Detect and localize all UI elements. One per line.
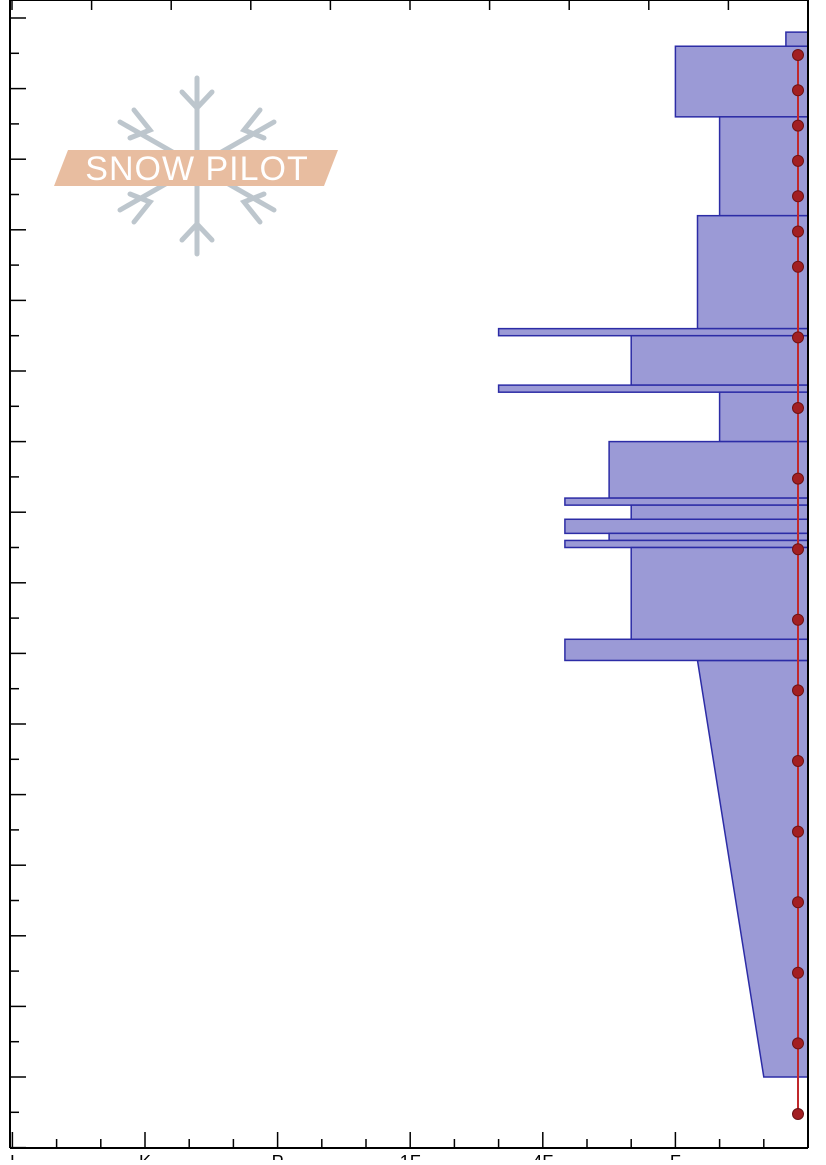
hardness-layer-8 bbox=[609, 442, 808, 498]
temperature-point bbox=[793, 897, 804, 908]
temperature-point bbox=[793, 614, 804, 625]
hardness-tick-label: 1F bbox=[400, 1152, 421, 1160]
hardness-layer-13 bbox=[565, 540, 808, 547]
temperature-point bbox=[793, 85, 804, 96]
temperature-point bbox=[793, 261, 804, 272]
temperature-point bbox=[793, 226, 804, 237]
hardness-layer-4 bbox=[499, 329, 808, 336]
snowpilot-logo: SNOW PILOT bbox=[54, 78, 338, 254]
hardness-layer-15 bbox=[565, 639, 808, 660]
hardness-tick-label: F bbox=[670, 1152, 681, 1160]
hardness-tick-label: P bbox=[272, 1152, 284, 1160]
temperature-point bbox=[793, 1109, 804, 1120]
temperature-point bbox=[793, 155, 804, 166]
hardness-layers bbox=[499, 32, 808, 1077]
hardness-tick-label: K bbox=[139, 1152, 151, 1160]
hardness-layer-10 bbox=[631, 505, 808, 519]
temperature-point bbox=[793, 403, 804, 414]
temperature-point bbox=[793, 1038, 804, 1049]
logo-text: SNOW PILOT bbox=[85, 150, 308, 188]
hardness-tick-label: 4F bbox=[532, 1152, 553, 1160]
hardness-layer-7 bbox=[720, 392, 808, 441]
hardness-layer-14 bbox=[631, 548, 808, 640]
hardness-layer-5 bbox=[631, 336, 808, 385]
hardness-layer-9 bbox=[565, 498, 808, 505]
temperature-point bbox=[793, 544, 804, 555]
axis-tick-labels: I K P 1F 4F F bbox=[10, 1152, 681, 1160]
temperature-point bbox=[793, 685, 804, 696]
hardness-layer-1 bbox=[675, 46, 808, 117]
hardness-tick-label: I bbox=[10, 1152, 15, 1160]
temperature-point bbox=[793, 332, 804, 343]
hardness-layer-6 bbox=[499, 385, 808, 392]
temperature-point bbox=[793, 120, 804, 131]
hardness-layer-0 bbox=[786, 32, 808, 46]
hardness-layer-12 bbox=[609, 533, 808, 540]
temperature-point bbox=[793, 826, 804, 837]
hardness-layer-3 bbox=[698, 216, 809, 329]
temperature-point bbox=[793, 50, 804, 61]
temperature-point bbox=[793, 756, 804, 767]
temperature-point bbox=[793, 191, 804, 202]
temperature-point bbox=[793, 473, 804, 484]
hardness-taper bbox=[698, 660, 809, 1077]
temperature-point bbox=[793, 967, 804, 978]
hardness-layer-11 bbox=[565, 519, 808, 533]
